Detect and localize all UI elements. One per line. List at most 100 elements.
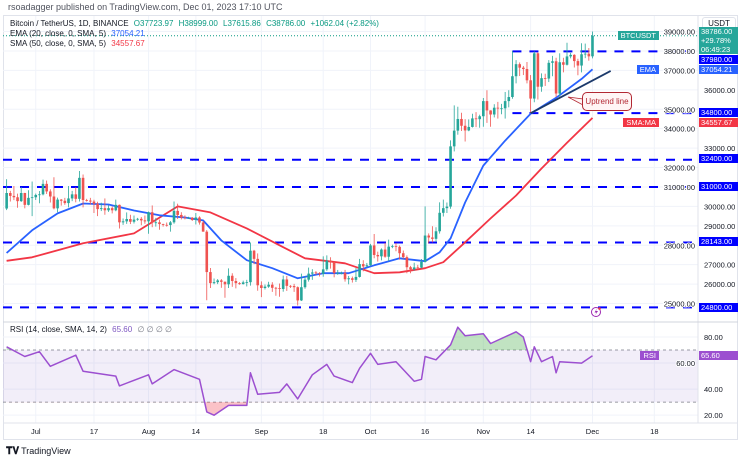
candle[interactable] [260, 281, 263, 298]
candle[interactable] [409, 265, 412, 274]
candle[interactable] [34, 193, 38, 200]
candle[interactable] [572, 54, 576, 68]
candle[interactable] [391, 244, 394, 249]
candle[interactable] [310, 269, 314, 280]
candle[interactable] [576, 58, 580, 76]
candle[interactable] [452, 105, 456, 152]
candle[interactable] [332, 261, 336, 278]
candle[interactable] [380, 248, 383, 261]
candle[interactable] [405, 255, 409, 274]
candle[interactable] [209, 267, 212, 288]
candle[interactable] [547, 60, 551, 83]
candle[interactable] [511, 50, 514, 99]
candle[interactable] [536, 52, 540, 100]
candle[interactable] [27, 190, 30, 206]
uptrend-line[interactable] [530, 70, 612, 114]
candle[interactable] [507, 90, 511, 108]
candle[interactable] [420, 259, 423, 269]
candle[interactable] [121, 218, 125, 225]
candle[interactable] [569, 52, 572, 59]
candle[interactable] [383, 242, 387, 258]
candle[interactable] [492, 104, 496, 118]
candle[interactable] [343, 269, 347, 282]
candle[interactable] [38, 191, 41, 204]
candle[interactable] [307, 267, 310, 282]
candle[interactable] [496, 101, 500, 119]
candle[interactable] [325, 255, 329, 271]
candle[interactable] [329, 257, 332, 269]
candle[interactable] [503, 91, 507, 119]
candle[interactable] [190, 217, 194, 221]
candle[interactable] [12, 186, 16, 201]
candle[interactable] [401, 250, 405, 259]
candle[interactable] [478, 114, 481, 128]
candle[interactable] [474, 112, 478, 128]
candle[interactable] [110, 206, 114, 214]
candle[interactable] [551, 55, 554, 77]
candle[interactable] [176, 203, 179, 220]
lightning-icon[interactable] [591, 307, 601, 317]
candle[interactable] [99, 202, 103, 212]
candle[interactable] [147, 211, 150, 234]
candle[interactable] [274, 286, 278, 296]
candle[interactable] [183, 215, 187, 220]
candle[interactable] [281, 275, 285, 292]
candle[interactable] [78, 171, 81, 202]
candle[interactable] [172, 201, 176, 224]
candle[interactable] [161, 223, 165, 227]
candle[interactable] [562, 57, 565, 73]
candle[interactable] [278, 283, 281, 297]
candle[interactable] [241, 280, 245, 285]
candle[interactable] [23, 192, 27, 209]
candle[interactable] [434, 227, 438, 242]
candle[interactable] [103, 198, 107, 215]
candle[interactable] [179, 212, 183, 220]
candle[interactable] [522, 65, 525, 76]
rsi-line[interactable] [6, 326, 593, 416]
candle[interactable] [514, 60, 518, 84]
candle[interactable] [532, 51, 536, 103]
candle[interactable] [340, 271, 343, 275]
candle[interactable] [423, 206, 427, 263]
candle[interactable] [201, 220, 205, 232]
tradingview-logo[interactable]: 𝐓𝐕 TradingView [6, 446, 71, 457]
candle[interactable] [347, 275, 350, 285]
candle[interactable] [583, 43, 587, 59]
candle[interactable] [114, 199, 118, 212]
candle[interactable] [45, 180, 48, 194]
candle[interactable] [416, 264, 420, 269]
candle[interactable] [398, 245, 401, 260]
candle[interactable] [154, 217, 158, 227]
candle[interactable] [234, 278, 238, 289]
candle[interactable] [230, 273, 234, 287]
candle[interactable] [300, 273, 303, 302]
candle[interactable] [489, 110, 492, 127]
candle[interactable] [361, 260, 365, 272]
candle[interactable] [372, 233, 376, 259]
candle[interactable] [296, 286, 300, 306]
candle[interactable] [529, 75, 532, 114]
candle[interactable] [252, 249, 256, 265]
candle[interactable] [591, 31, 594, 59]
candle[interactable] [169, 220, 172, 232]
candle[interactable] [198, 216, 201, 225]
candle[interactable] [67, 186, 70, 208]
candle[interactable] [441, 199, 445, 217]
candle[interactable] [267, 281, 270, 288]
candle[interactable] [74, 187, 78, 203]
candle[interactable] [554, 57, 558, 98]
candle[interactable] [518, 62, 522, 77]
candle[interactable] [354, 268, 358, 282]
candle[interactable] [194, 213, 198, 225]
candle[interactable] [187, 216, 190, 219]
candle[interactable] [212, 278, 216, 285]
candle[interactable] [485, 90, 489, 123]
candle[interactable] [500, 103, 503, 115]
candle[interactable] [540, 73, 543, 92]
candle[interactable] [150, 205, 154, 228]
candle[interactable] [132, 215, 136, 224]
candle[interactable] [245, 279, 249, 287]
candle[interactable] [143, 215, 147, 224]
candle[interactable] [292, 283, 296, 292]
candle[interactable] [92, 199, 96, 214]
